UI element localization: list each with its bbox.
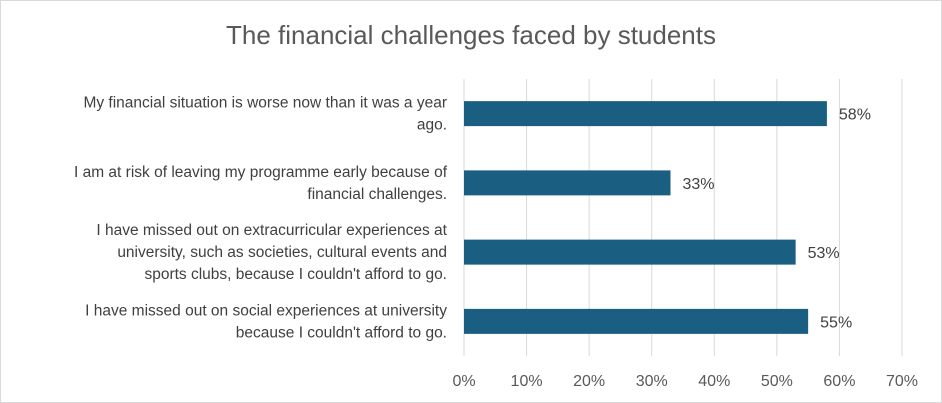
x-tick-label: 70%: [886, 373, 918, 390]
x-tick-label: 60%: [823, 373, 855, 390]
x-tick-label: 30%: [636, 373, 668, 390]
category-label: I am at risk of leaving my programme ear…: [74, 164, 448, 181]
category-label: because I couldn't afford to go.: [236, 324, 447, 341]
category-label: I have missed out on extracurricular exp…: [96, 222, 447, 239]
x-tick-label: 0%: [452, 373, 475, 390]
x-tick-label: 10%: [511, 373, 543, 390]
bars: 58% 33% 53% 55%: [464, 101, 871, 334]
category-label: ago.: [417, 117, 447, 134]
x-axis-tick-labels: 0% 10% 20% 30% 40% 50% 60% 70%: [452, 373, 918, 390]
bar: [464, 170, 671, 196]
category-label: My financial situation is worse now than…: [83, 95, 447, 112]
category-label: sports clubs, because I couldn't afford …: [144, 266, 447, 283]
x-tick-label: 20%: [573, 373, 605, 390]
bar: [464, 239, 796, 265]
data-label: 53%: [808, 245, 840, 262]
bar: [464, 101, 827, 127]
x-tick-label: 40%: [698, 373, 730, 390]
chart-title: The financial challenges faced by studen…: [226, 20, 716, 50]
category-labels: My financial situation is worse now than…: [74, 95, 448, 342]
data-label: 55%: [820, 314, 852, 331]
x-tick-label: 50%: [761, 373, 793, 390]
bar: [464, 308, 809, 334]
category-label: financial challenges.: [307, 186, 447, 203]
data-label: 58%: [839, 107, 871, 124]
category-label: I have missed out on social experiences …: [85, 302, 447, 319]
category-label: university, such as societies, cultural …: [117, 244, 447, 261]
data-label: 33%: [682, 176, 714, 193]
